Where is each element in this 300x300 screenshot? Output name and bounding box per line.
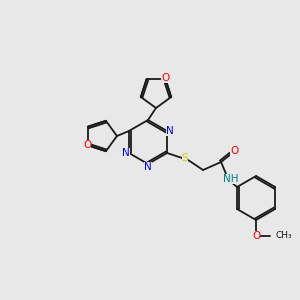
Text: N: N bbox=[166, 126, 174, 136]
Text: S: S bbox=[182, 153, 188, 163]
Text: N: N bbox=[122, 148, 130, 158]
Text: O: O bbox=[230, 146, 238, 156]
Text: O: O bbox=[83, 140, 91, 150]
Text: CH₃: CH₃ bbox=[275, 232, 292, 241]
Text: O: O bbox=[161, 73, 169, 83]
Text: O: O bbox=[252, 231, 260, 241]
Text: N: N bbox=[144, 162, 152, 172]
Text: NH: NH bbox=[223, 174, 238, 184]
